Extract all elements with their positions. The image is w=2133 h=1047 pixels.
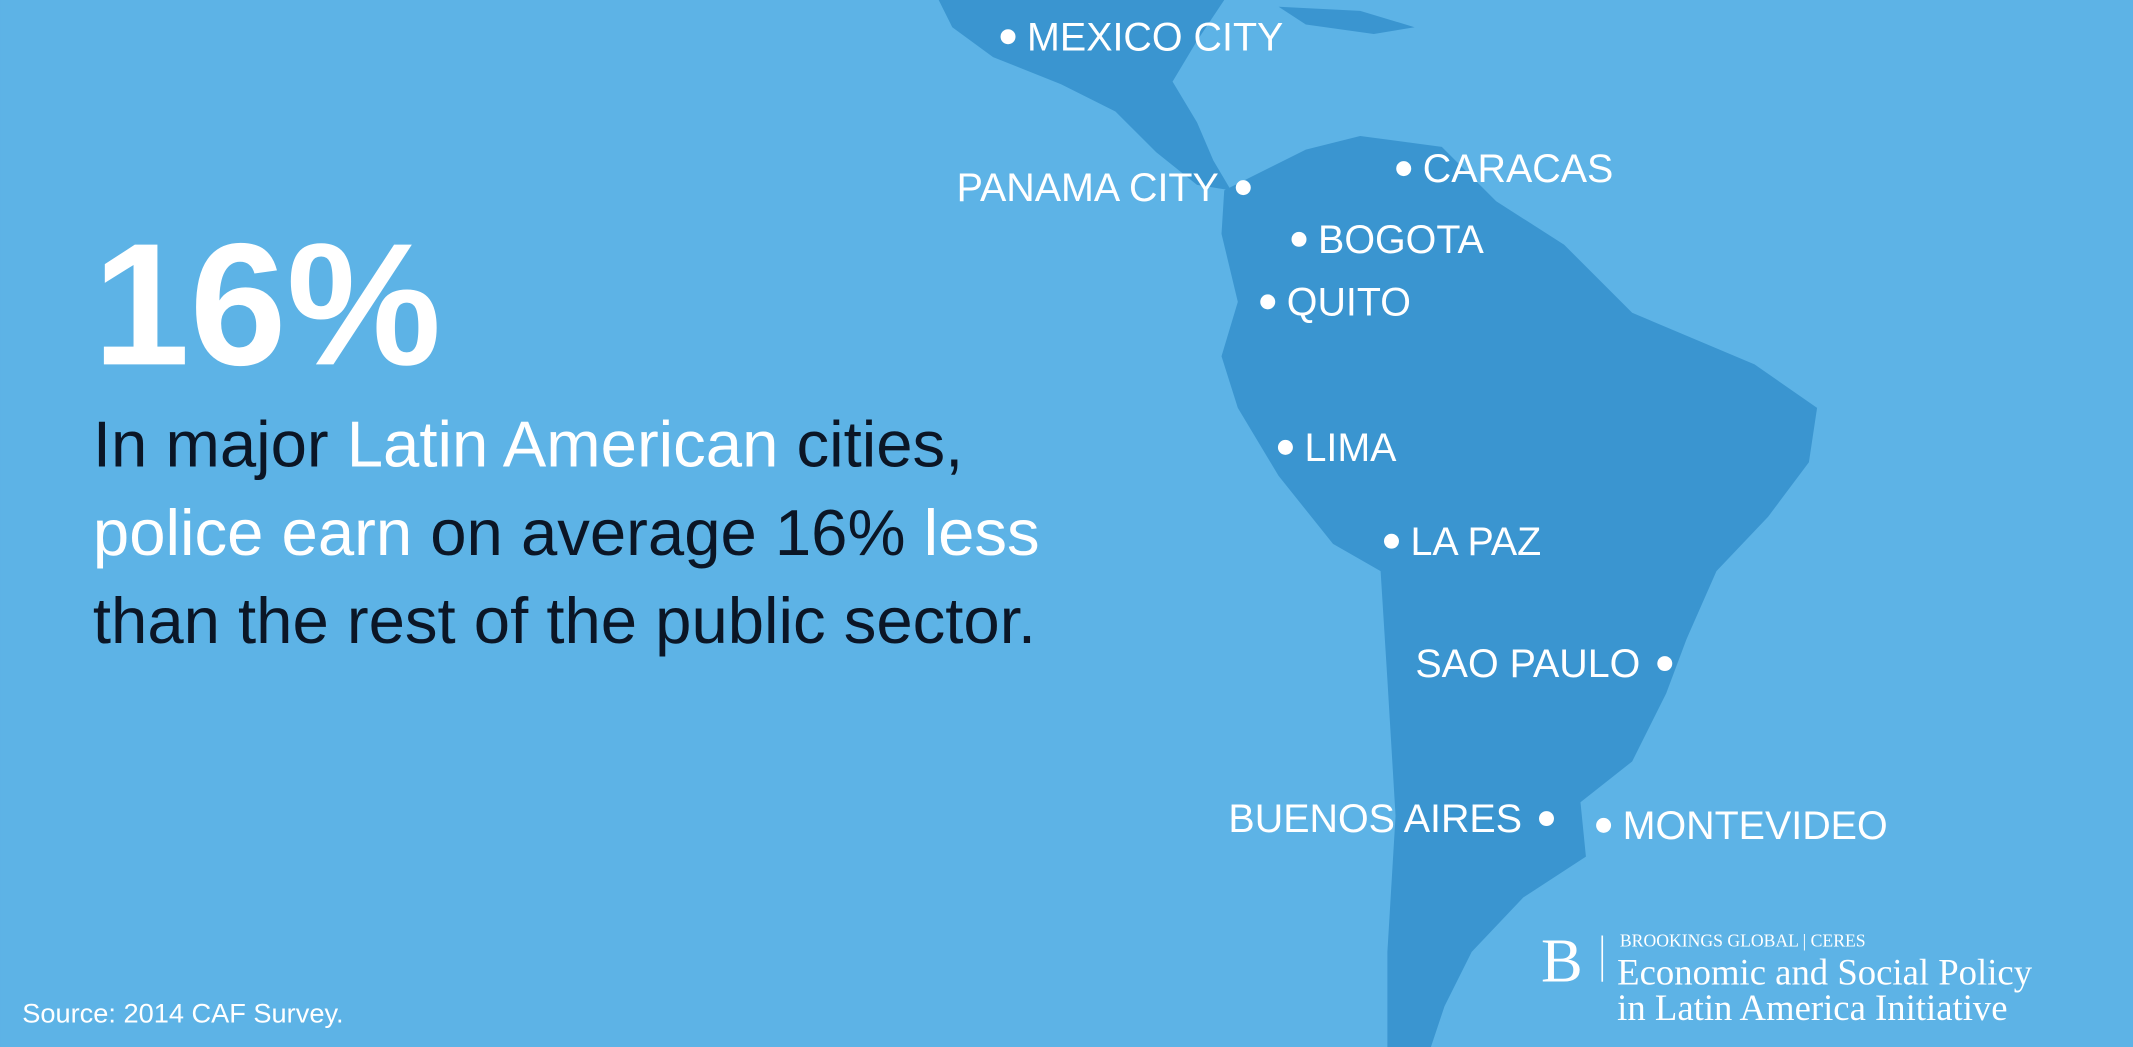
headline: 16% (93, 206, 441, 401)
statement-text: on average 16% (412, 496, 924, 569)
logo-org: BROOKINGS GLOBAL | CERES (1620, 930, 1866, 950)
city-label: CARACAS (1423, 147, 1614, 191)
city-dot (1657, 656, 1673, 672)
city-label: QUITO (1287, 280, 1411, 324)
city-dot (1000, 29, 1016, 45)
city-dot (1235, 180, 1251, 196)
city-label: SAO PAULO (1415, 642, 1640, 686)
statement: In major Latin American cities, police ea… (93, 407, 1040, 657)
city-label: BUENOS AIRES (1228, 797, 1522, 841)
map-central-america (938, 0, 1232, 191)
source: Source: 2014 CAF Survey. (22, 998, 343, 1029)
highlight-text: police earn (93, 496, 412, 569)
city-label: BOGOTA (1318, 218, 1484, 262)
statement-text: than the rest of the public sector. (93, 584, 1036, 657)
city-dot (1596, 817, 1612, 833)
statement-text: In major (93, 407, 347, 480)
city-label: PANAMA CITY (957, 166, 1219, 210)
city-dot (1291, 231, 1307, 247)
statement-line: In major Latin American cities, (93, 407, 963, 480)
highlight-text: Latin American (347, 407, 779, 480)
city-dot (1539, 811, 1554, 827)
statement-line: police earn on average 16% less (93, 496, 1040, 569)
map-caribbean (1278, 6, 1415, 34)
highlight-text: less (924, 496, 1040, 569)
city-dot (1277, 439, 1293, 455)
city-label: MONTEVIDEO (1623, 804, 1888, 848)
city-dot (1396, 161, 1412, 177)
city-label: LIMA (1304, 426, 1397, 470)
city-dot (1383, 533, 1399, 549)
statement-text: cities, (778, 407, 963, 480)
logo-line1: Economic and Social Policy (1617, 951, 2033, 992)
city-labels: MEXICO CITY PANAMA CITY CARACAS BOGOTA QUITO… (957, 15, 1888, 848)
logo-line2: in Latin America Initiative (1617, 987, 2007, 1028)
city-dot (1260, 294, 1276, 310)
logo: B BROOKINGS GLOBAL | CERES Economic and … (1541, 926, 2033, 1028)
logo-mark: B (1541, 926, 1583, 996)
city-label: MEXICO CITY (1027, 15, 1283, 59)
statement-line: than the rest of the public sector. (93, 584, 1036, 657)
map-south-america (1221, 135, 1818, 1047)
city-label: LA PAZ (1411, 520, 1542, 564)
